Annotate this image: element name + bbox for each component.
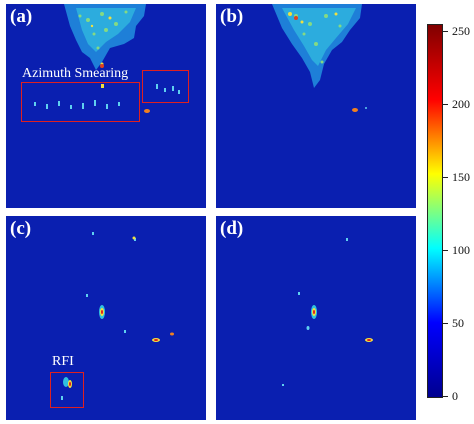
colorbar-label-100: 100 bbox=[452, 243, 470, 257]
panel-c-label: (c) bbox=[10, 218, 32, 239]
azimuth-smearing-box-right bbox=[142, 70, 189, 103]
colorbar-label-200: 200 bbox=[452, 97, 470, 111]
colorbar-tick-150 bbox=[443, 177, 448, 178]
colorbar-tick-0 bbox=[443, 396, 448, 397]
colorbar-tick-250 bbox=[443, 31, 448, 32]
colorbar-tick-100 bbox=[443, 250, 448, 251]
panel-d-image bbox=[282, 238, 373, 386]
colorbar-label-0: 0 bbox=[452, 389, 458, 403]
panel-a-label: (a) bbox=[10, 6, 33, 27]
panel-b: (b) bbox=[216, 4, 416, 208]
colorbar bbox=[427, 24, 443, 398]
colorbar-tick-200 bbox=[443, 104, 448, 105]
panel-d: (d) bbox=[216, 216, 416, 420]
colorbar-tick-50 bbox=[443, 323, 448, 324]
panel-b-image bbox=[272, 4, 367, 112]
azimuth-smearing-box-left bbox=[21, 82, 140, 122]
colorbar-label-150: 150 bbox=[452, 170, 470, 184]
panel-d-label: (d) bbox=[220, 218, 244, 239]
panel-c: (c) RFI bbox=[6, 216, 206, 420]
colorbar-label-50: 50 bbox=[452, 316, 464, 330]
panel-a: (a) Azimuth Smearing bbox=[6, 4, 206, 208]
colorbar-label-250: 250 bbox=[452, 24, 470, 38]
panel-c-image bbox=[61, 232, 174, 400]
rfi-label: RFI bbox=[52, 354, 74, 369]
panel-a-image bbox=[34, 4, 180, 113]
rfi-box bbox=[50, 372, 84, 408]
panel-b-label: (b) bbox=[220, 6, 244, 27]
azimuth-smearing-label: Azimuth Smearing bbox=[22, 66, 129, 81]
